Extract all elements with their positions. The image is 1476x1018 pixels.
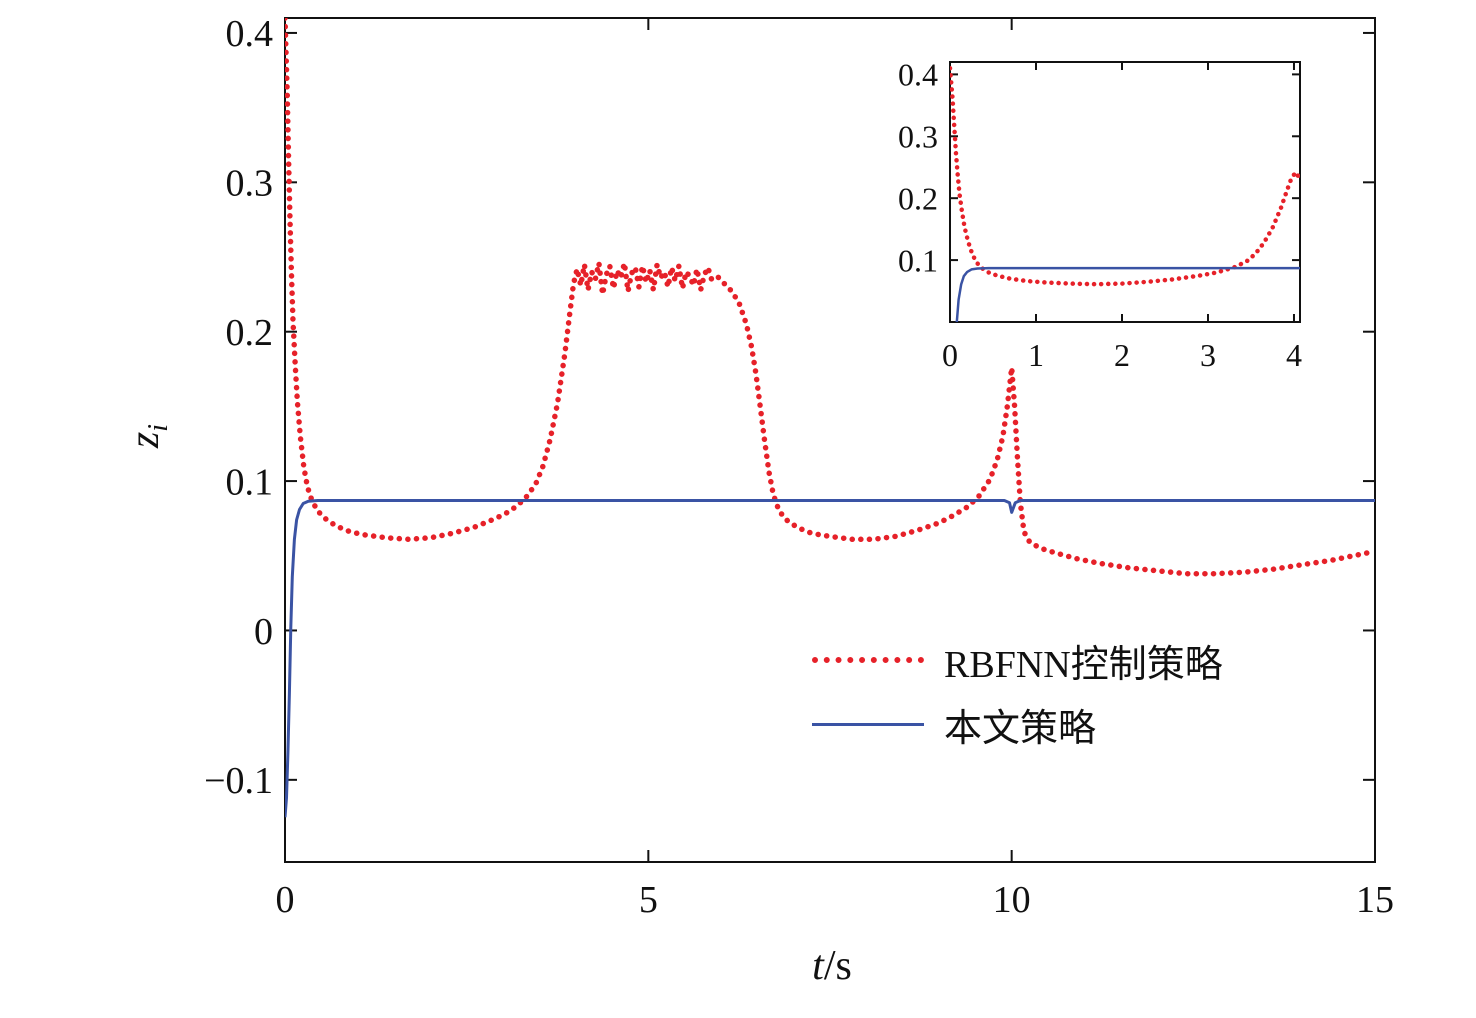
legend-label-rbfnn: RBFNN控制策略 (944, 643, 1223, 686)
x-axis-label-italic: t (812, 943, 824, 989)
series-line-rbfnn (950, 65, 1300, 287)
y-tick-label: 0.1 (226, 461, 274, 503)
legend-dotted-line-icon (812, 657, 924, 663)
x-axis-label-rest: /s (823, 943, 852, 989)
legend-label-proposed: 本文策略 (944, 707, 1097, 750)
series-line-proposed (955, 266, 1300, 322)
y-tick-label: 0.4 (226, 13, 274, 55)
x-tick-label: 2 (1114, 337, 1130, 373)
series-line-proposed (285, 499, 1375, 818)
y-tick-label: 0.2 (898, 180, 938, 216)
legend: RBFNN控制策略 本文策略 (812, 634, 1223, 750)
x-tick-label: 3 (1200, 337, 1216, 373)
x-tick-label: 5 (639, 879, 658, 921)
y-tick-label: 0.3 (226, 163, 274, 205)
x-tick-label: 10 (993, 879, 1031, 921)
y-tick-label: 0 (254, 611, 273, 653)
y-axis-label-sub: i (143, 423, 175, 432)
y-axis-label-base: z (121, 431, 168, 449)
y-tick-label: 0.1 (898, 242, 938, 278)
y-tick-label: 0.2 (226, 312, 274, 354)
x-tick-label: 0 (276, 879, 295, 921)
y-tick-label: 0.4 (898, 57, 938, 93)
x-tick-label: 1 (1028, 337, 1044, 373)
legend-solid-line-icon (812, 722, 924, 726)
y-tick-label: −0.1 (204, 760, 273, 802)
series-line-rbfnn (285, 18, 1375, 577)
x-axis-label: t/s (812, 942, 852, 990)
x-tick-label: 4 (1286, 337, 1302, 373)
x-tick-label: 0 (942, 337, 958, 373)
legend-item-rbfnn: RBFNN控制策略 (812, 634, 1223, 686)
y-axis-label: zi (121, 424, 175, 448)
y-tick-label: 0.3 (898, 118, 938, 154)
legend-item-proposed: 本文策略 (812, 698, 1223, 750)
x-tick-label: 15 (1356, 879, 1394, 921)
